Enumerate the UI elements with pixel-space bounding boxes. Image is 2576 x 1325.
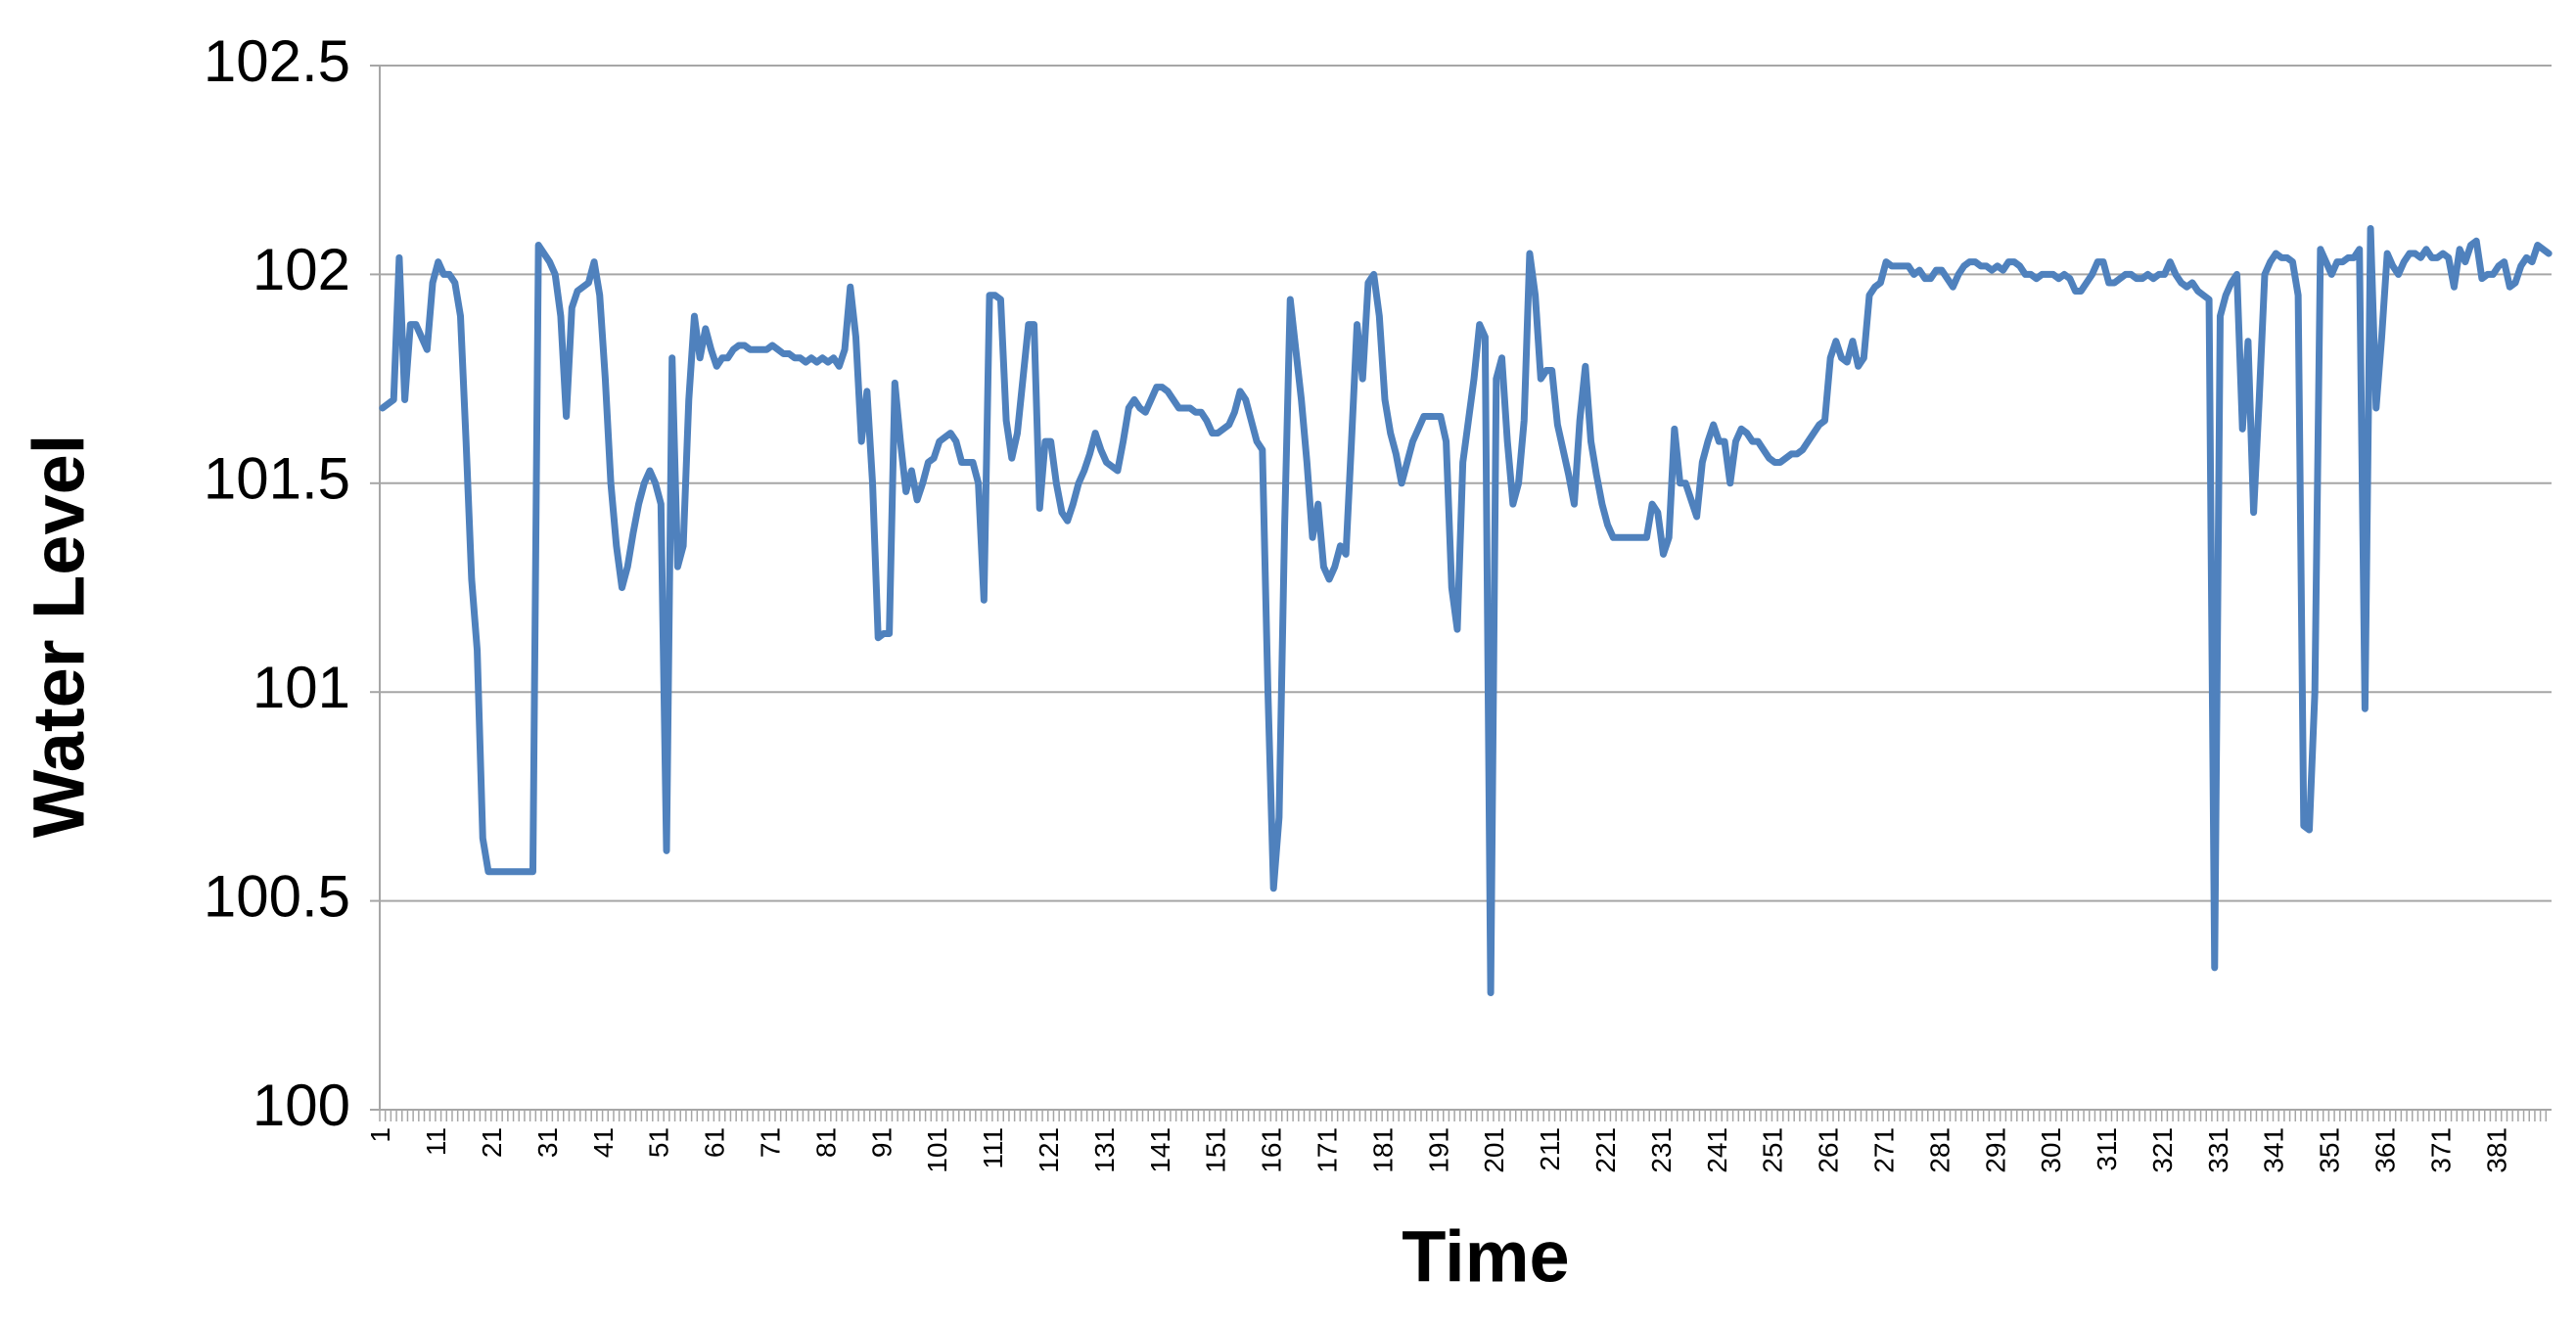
x-tick-label: 11	[421, 1127, 451, 1156]
y-tick-label: 100.5	[204, 863, 350, 929]
x-tick-label: 71	[756, 1127, 786, 1158]
x-tick-label: 181	[1367, 1127, 1398, 1173]
y-tick-label: 101.5	[204, 446, 350, 512]
data-line	[379, 224, 2553, 996]
x-tick-label: 161	[1257, 1127, 1287, 1173]
x-tick-label: 121	[1034, 1127, 1064, 1173]
x-tick-label: 361	[2370, 1127, 2401, 1173]
x-tick-label: 251	[1758, 1127, 1788, 1173]
x-tick-label: 211	[1535, 1127, 1565, 1171]
x-tick-label: 261	[1814, 1127, 1844, 1173]
y-axis-title: Water Level	[19, 434, 100, 839]
x-tick-label: 1	[365, 1127, 395, 1143]
y-tick-label: 100	[253, 1073, 350, 1138]
x-tick-label: 101	[922, 1127, 952, 1173]
x-tick-label: 111	[978, 1127, 1008, 1169]
x-tick-label: 141	[1145, 1127, 1175, 1173]
x-tick-label: 341	[2259, 1127, 2289, 1173]
x-tick-label: 171	[1311, 1127, 1342, 1173]
x-tick-label: 41	[588, 1127, 619, 1158]
y-tick-label: 102.5	[204, 28, 350, 94]
x-tick-label: 311	[2092, 1127, 2122, 1171]
x-tick-label: 291	[1980, 1127, 2010, 1173]
x-tick-label: 201	[1479, 1127, 1509, 1173]
x-tick-label: 241	[1702, 1127, 1732, 1173]
x-tick-label: 31	[532, 1127, 563, 1158]
x-tick-label: 301	[2036, 1127, 2066, 1173]
x-tick-label: 371	[2425, 1127, 2456, 1173]
x-tick-label: 231	[1646, 1127, 1677, 1173]
x-tick-label: 351	[2315, 1127, 2345, 1173]
x-tick-label: 21	[477, 1127, 507, 1158]
x-axis-title: Time	[1402, 1216, 1569, 1298]
x-tick-label: 331	[2203, 1127, 2233, 1173]
x-tick-label: 271	[1868, 1127, 1899, 1173]
x-tick-label: 81	[810, 1127, 841, 1158]
y-tick-label: 101	[253, 655, 350, 720]
x-tick-label: 221	[1590, 1127, 1621, 1173]
x-tick-label: 91	[866, 1127, 897, 1158]
x-tick-label: 51	[644, 1127, 674, 1158]
x-tick-label: 321	[2147, 1127, 2178, 1173]
x-tick-label: 151	[1201, 1127, 1231, 1173]
y-tick-label: 102	[253, 237, 350, 302]
x-tick-label: 61	[700, 1127, 730, 1158]
x-tick-label: 131	[1089, 1127, 1120, 1173]
x-tick-label: 191	[1423, 1127, 1453, 1173]
x-tick-label: 281	[1924, 1127, 1955, 1173]
x-tick-label: 381	[2481, 1127, 2511, 1173]
